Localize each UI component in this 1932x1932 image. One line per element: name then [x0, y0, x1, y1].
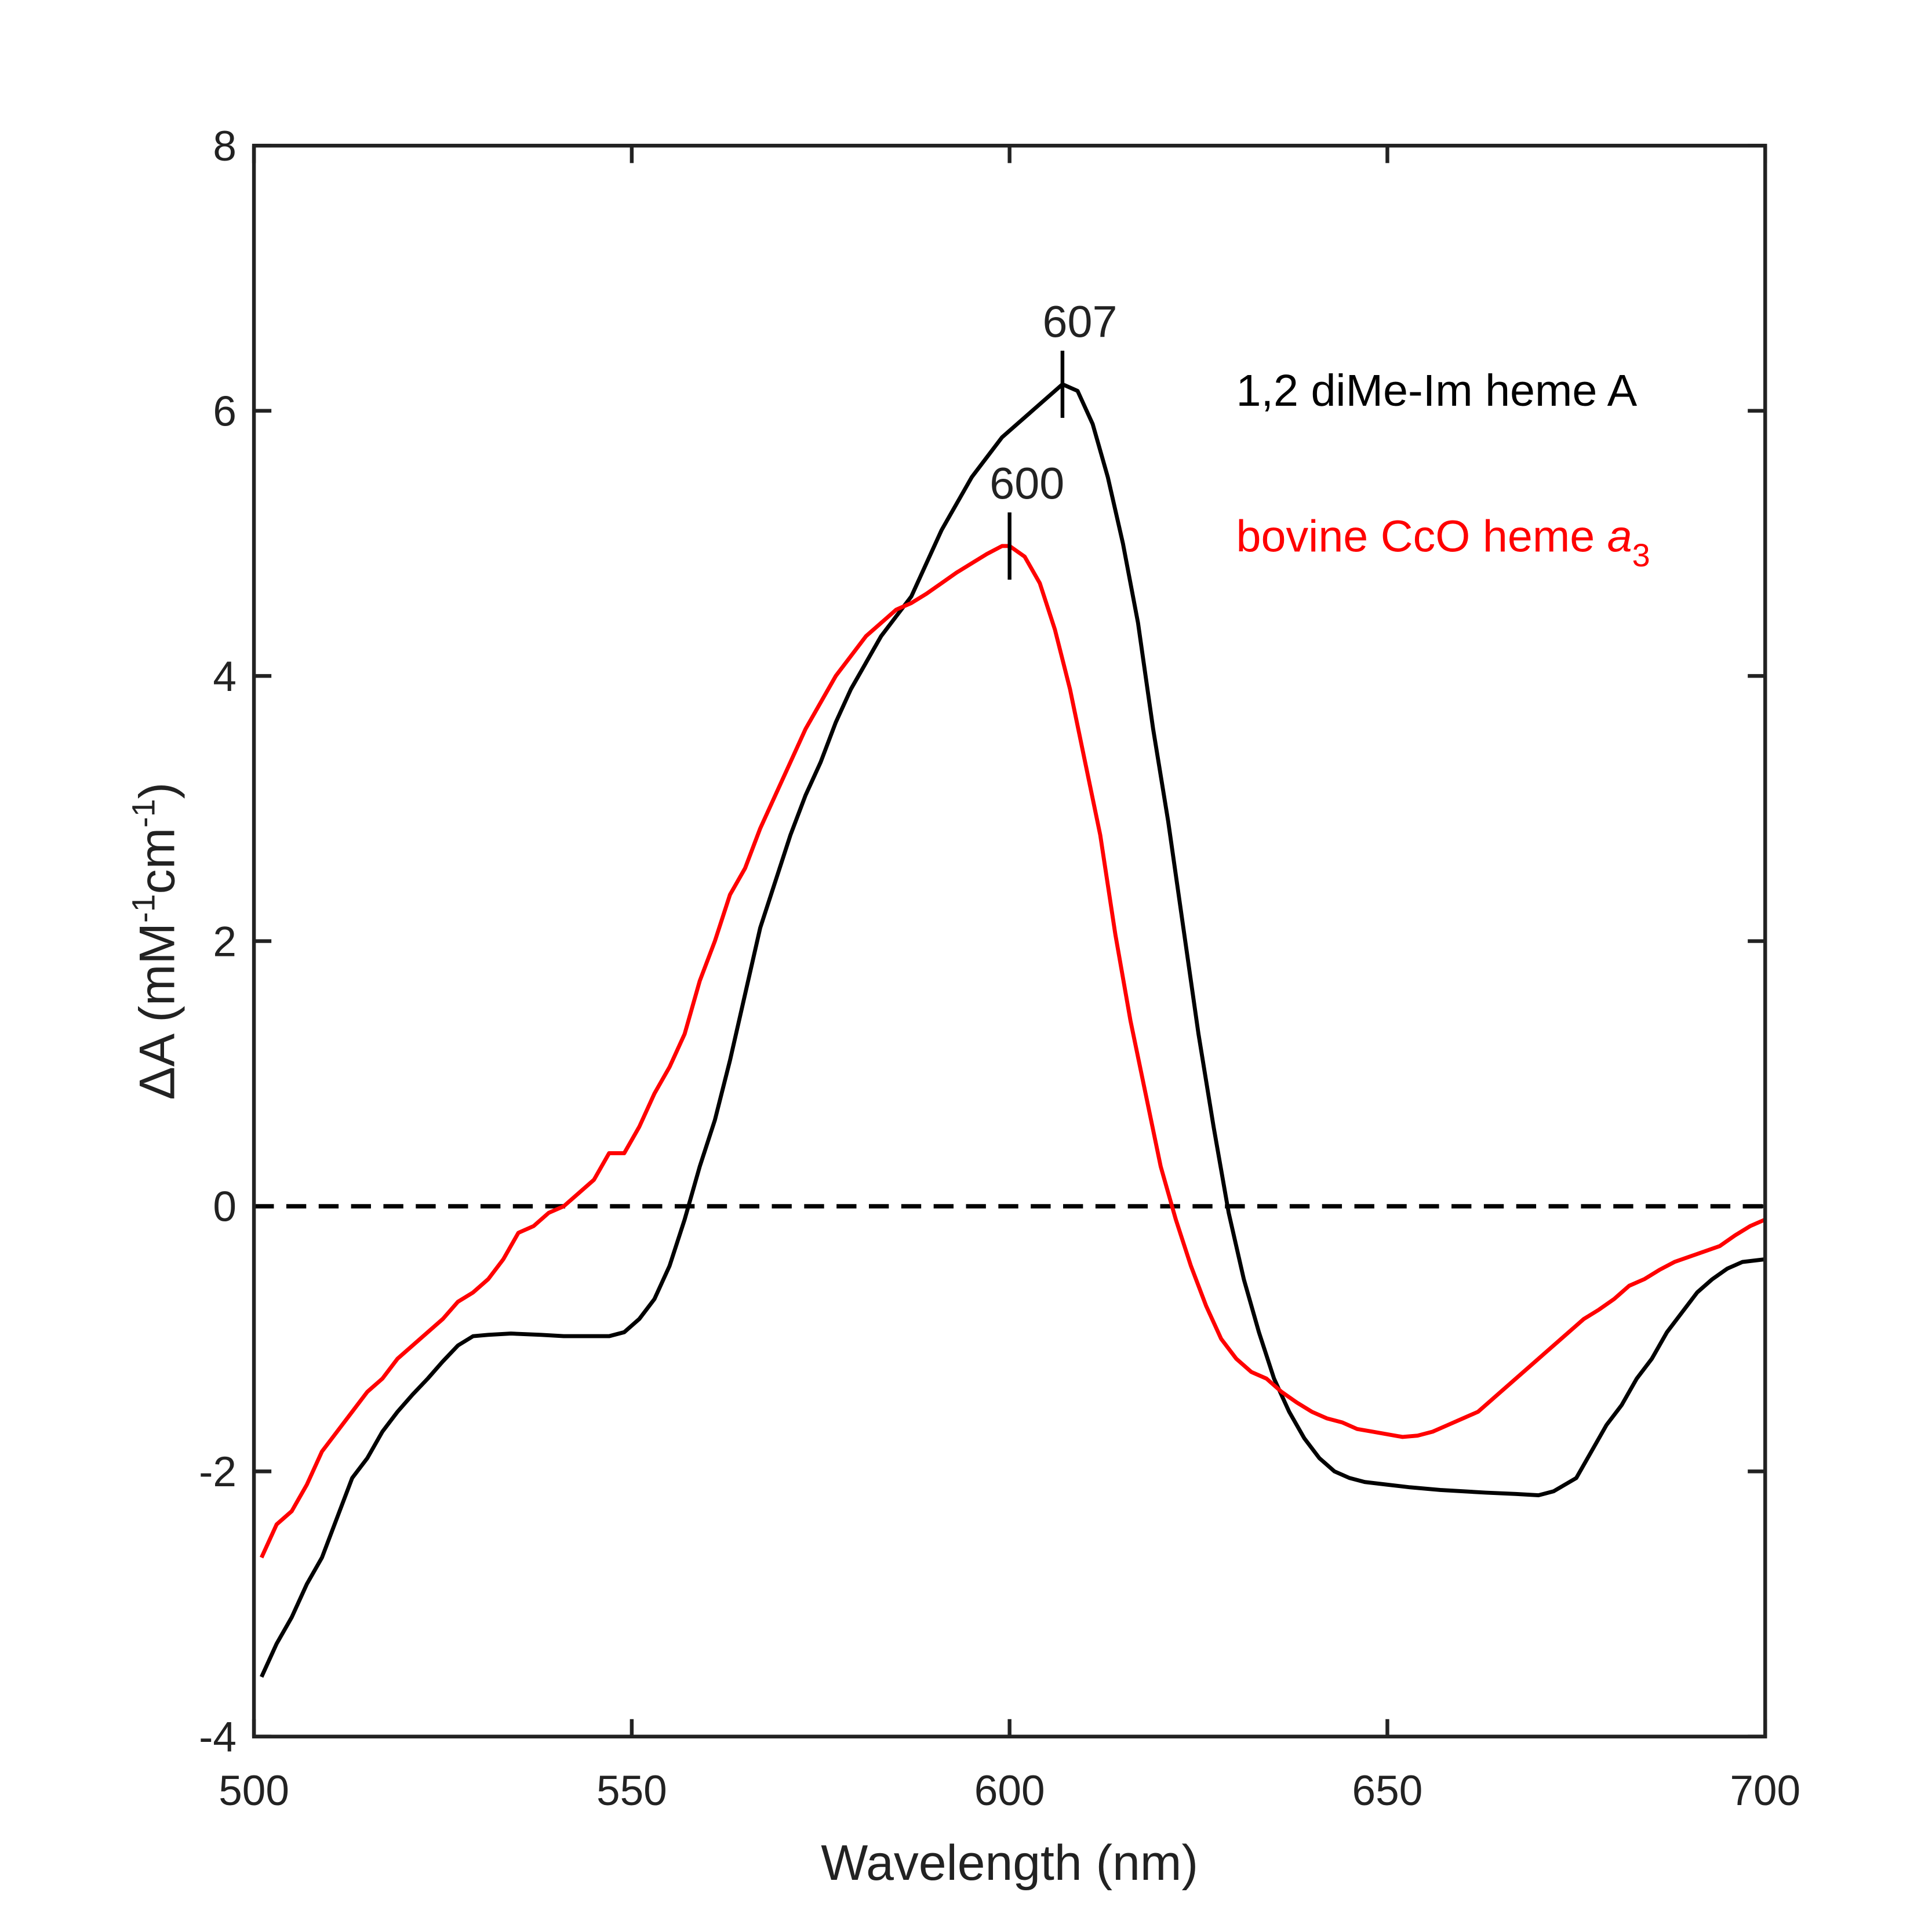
- y-tick-label: 2: [213, 918, 237, 965]
- legend-subscript: 3: [1632, 537, 1650, 573]
- x-tick-label: 700: [1730, 1767, 1800, 1814]
- x-axis-label: Wavelength (nm): [821, 1835, 1198, 1891]
- y-axis-label: ΔA (mM-1cm-1): [125, 783, 185, 1100]
- annotation-label: 600: [989, 459, 1064, 508]
- x-tick-label: 550: [596, 1767, 667, 1814]
- y-tick-label: 4: [213, 653, 237, 700]
- legend-text: 1,2 diMe-Im heme A: [1236, 366, 1638, 416]
- y-axis-label-part: ΔA (mM: [130, 923, 185, 1100]
- y-tick-label: -2: [199, 1449, 237, 1496]
- x-tick-label: 650: [1352, 1767, 1423, 1814]
- plot-frame: [252, 144, 1767, 1739]
- y-tick-label: 6: [213, 388, 237, 435]
- x-tick-label: 500: [219, 1767, 289, 1814]
- x-tick-label: 600: [974, 1767, 1045, 1814]
- y-axis-label-part: ): [130, 783, 185, 799]
- y-tick-label: 0: [213, 1184, 237, 1231]
- legend-entry: 1,2 diMe-Im heme A: [1236, 366, 1638, 416]
- y-tick-label: 8: [213, 123, 237, 170]
- legend-italic: a: [1607, 511, 1632, 561]
- y-axis-label-superscript: -1: [125, 799, 161, 828]
- y-tick-label: -4: [199, 1714, 237, 1761]
- y-axis-label-superscript: -1: [125, 894, 161, 923]
- legend-entry: bovine CcO heme a3: [1236, 511, 1650, 573]
- series-line: [260, 382, 1766, 1678]
- annotation-label: 607: [1042, 297, 1117, 347]
- legend-text: bovine CcO heme: [1236, 511, 1595, 561]
- y-axis-label-part: cm: [130, 828, 185, 894]
